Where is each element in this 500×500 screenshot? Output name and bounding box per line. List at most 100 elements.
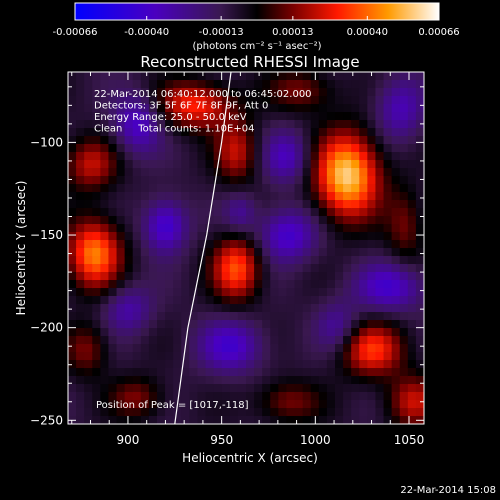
heatmap-cell (302, 392, 312, 401)
heatmap-cell (148, 320, 158, 329)
heatmap-cell (116, 184, 126, 193)
heatmap-cell (383, 112, 393, 121)
heatmap-cell (302, 256, 312, 265)
heatmap-cell (205, 240, 215, 249)
heatmap-cell (246, 160, 255, 169)
heatmap-cell (92, 392, 101, 401)
heatmap-cell (68, 272, 77, 281)
heatmap-cell (165, 104, 174, 113)
heatmap-cell (116, 80, 126, 89)
heatmap-cell (173, 312, 182, 321)
heatmap-cell (359, 304, 368, 313)
heatmap-cell (92, 328, 101, 337)
heatmap-cell (254, 104, 263, 113)
heatmap-cell (262, 360, 271, 369)
heatmap-cell (310, 352, 320, 361)
heatmap-cell (399, 112, 409, 121)
heatmap-cell (148, 104, 158, 113)
heatmap-cell (132, 104, 142, 113)
heatmap-cell (92, 120, 101, 129)
heatmap-cell (205, 360, 215, 369)
heatmap-cell (165, 176, 174, 185)
heatmap-cell (383, 376, 393, 385)
heatmap-cell (351, 376, 360, 385)
heatmap-cell (100, 408, 110, 417)
heatmap-cell (108, 200, 118, 209)
heatmap-cell (221, 80, 231, 89)
heatmap-cell (189, 288, 199, 297)
heatmap-cell (173, 328, 182, 337)
heatmap-cell (415, 232, 424, 241)
heatmap-cell (76, 184, 85, 193)
heatmap-cell (229, 352, 239, 361)
heatmap-cell (229, 120, 239, 129)
heatmap-cell (302, 312, 312, 321)
heatmap-cell (68, 256, 77, 265)
heatmap-cell (76, 192, 85, 201)
heatmap-cell (286, 400, 296, 409)
heatmap-cell (100, 152, 110, 161)
heatmap-cell (76, 168, 85, 177)
y-tick-label: −200 (30, 321, 63, 335)
heatmap-cell (318, 256, 328, 265)
heatmap-cell (326, 240, 336, 249)
heatmap-cell (270, 232, 279, 241)
heatmap-cell (68, 104, 77, 113)
heatmap-cell (335, 168, 344, 177)
heatmap-cell (140, 232, 150, 241)
heatmap-cell (173, 120, 182, 129)
heatmap-cell (375, 256, 385, 265)
heatmap-cell (335, 160, 344, 169)
heatmap-cell (254, 296, 263, 305)
heatmap-cell (100, 256, 110, 265)
heatmap-cell (84, 336, 93, 345)
heatmap-cell (270, 288, 279, 297)
heatmap-cell (124, 72, 134, 81)
heatmap-cell (278, 232, 288, 241)
heatmap-cell (157, 72, 166, 81)
heatmap-cell (326, 304, 336, 313)
heatmap-cell (254, 320, 263, 329)
heatmap-cell (351, 248, 360, 257)
heatmap-cell (359, 336, 368, 345)
heatmap-cell (148, 304, 158, 313)
heatmap-cell (124, 384, 134, 393)
heatmap-cell (254, 408, 263, 417)
heatmap-cell (254, 368, 263, 377)
heatmap-cell (302, 88, 312, 97)
heatmap-cell (205, 352, 215, 361)
heatmap-cell (246, 392, 255, 401)
heatmap-cell (221, 400, 231, 409)
heatmap-cell (375, 336, 385, 345)
heatmap-cell (157, 320, 166, 329)
heatmap-cell (140, 336, 150, 345)
heatmap-cell (213, 408, 223, 417)
heatmap-cell (116, 160, 126, 169)
heatmap-cell (246, 120, 255, 129)
heatmap-cell (375, 280, 385, 289)
heatmap-cell (246, 232, 255, 241)
heatmap-cell (262, 176, 271, 185)
heatmap-cell (237, 384, 247, 393)
heatmap-cell (221, 168, 231, 177)
heatmap-cell (351, 256, 360, 265)
heatmap-cell (100, 160, 110, 169)
heatmap-cell (375, 144, 385, 153)
heatmap-cell (391, 360, 401, 369)
heatmap-cell (310, 208, 320, 217)
heatmap-cell (359, 192, 368, 201)
heatmap-cell (76, 152, 85, 161)
heatmap-cell (237, 88, 247, 97)
heatmap-cell (100, 120, 110, 129)
heatmap-cell (221, 88, 231, 97)
heatmap-cell (92, 408, 101, 417)
heatmap-cell (399, 368, 409, 377)
heatmap-cell (229, 304, 239, 313)
heatmap-cell (173, 368, 182, 377)
heatmap-cell (351, 216, 360, 225)
heatmap-cell (359, 224, 368, 233)
heatmap-cell (367, 144, 377, 153)
heatmap-cell (367, 408, 377, 417)
heatmap-cell (148, 192, 158, 201)
heatmap-cell (124, 168, 134, 177)
